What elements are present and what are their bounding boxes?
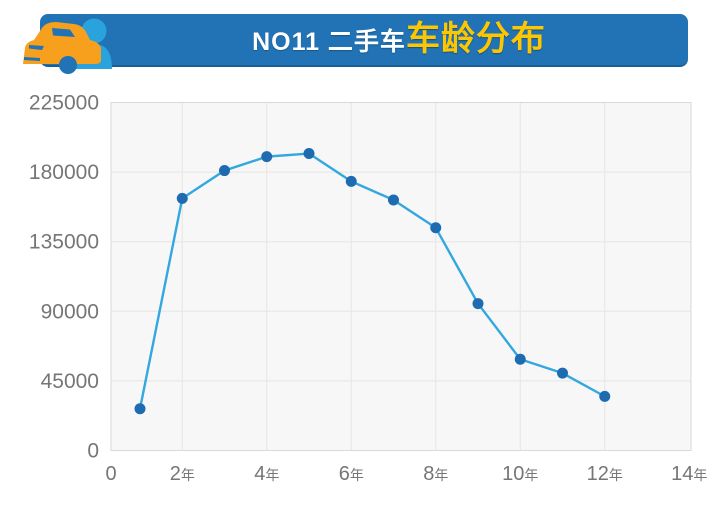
x-axis-tick-label: 10年: [502, 463, 538, 485]
x-axis-tick-label: 6年: [339, 463, 364, 485]
x-axis-tick-label: 4年: [254, 463, 279, 485]
plot-border: [110, 102, 692, 451]
y-axis-tick-label: 0: [87, 440, 99, 463]
plot-area: [111, 102, 691, 451]
page-title-highlight: 车龄分布: [405, 20, 546, 58]
page-title-prefix: NO11 二手车: [252, 28, 406, 56]
data-point[interactable]: [303, 148, 315, 160]
data-point[interactable]: [388, 194, 399, 206]
page-title: NO11 二手车车龄分布: [120, 14, 678, 67]
x-axis-tick-label: 8年: [423, 463, 448, 485]
data-point[interactable]: [557, 367, 568, 379]
series-line: [138, 152, 606, 410]
header-banner: NO11 二手车车龄分布: [23, 14, 688, 74]
y-axis-tick-label: 45000: [41, 370, 99, 393]
x-axis-tick-label: 0: [105, 463, 116, 485]
y-axis-tick-label: 180000: [29, 161, 99, 184]
data-point[interactable]: [430, 222, 442, 234]
data-point[interactable]: [472, 298, 484, 310]
y-axis-tick-label: 225000: [29, 92, 99, 115]
data-point[interactable]: [134, 403, 146, 415]
data-point[interactable]: [261, 151, 273, 163]
data-point[interactable]: [345, 175, 357, 187]
x-axis-tick-label: 14年: [671, 463, 707, 485]
data-point[interactable]: [599, 390, 611, 402]
y-axis-tick-label: 90000: [41, 300, 99, 323]
y-axis-tick-label: 135000: [29, 231, 99, 254]
car-and-person-icon: [23, 18, 112, 74]
car-icon: [23, 22, 101, 74]
x-axis-tick-label: 2年: [170, 463, 195, 485]
data-point[interactable]: [176, 192, 188, 204]
data-point[interactable]: [219, 165, 230, 177]
data-point[interactable]: [514, 353, 526, 365]
x-axis-tick-label: 12年: [587, 463, 623, 485]
